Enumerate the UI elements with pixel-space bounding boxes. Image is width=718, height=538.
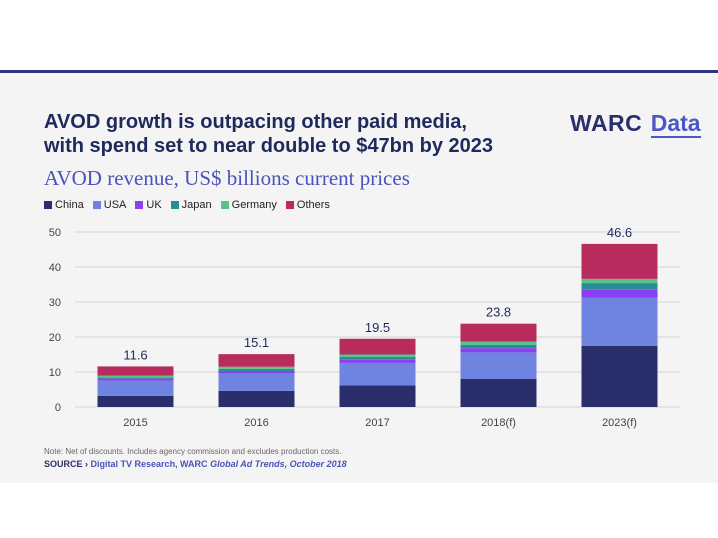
bar-segment-china xyxy=(460,379,537,407)
bar-total-label: 15.1 xyxy=(244,335,269,350)
source-text: Digital TV Research, WARC xyxy=(90,459,208,469)
bar-segment-uk xyxy=(581,289,658,298)
legend-label: Japan xyxy=(181,199,212,211)
bar-segment-japan xyxy=(97,377,174,379)
bar-total-label: 46.6 xyxy=(607,225,632,240)
bar-segment-others xyxy=(581,243,658,279)
bar-total-label: 19.5 xyxy=(365,320,390,335)
legend-swatch xyxy=(285,201,294,209)
y-tick-label: 30 xyxy=(49,297,61,309)
bar-segment-china xyxy=(339,385,416,407)
bar-segment-others xyxy=(460,323,537,342)
legend-label: Others xyxy=(296,199,330,211)
x-tick-label: 2016 xyxy=(244,417,268,429)
bar-segment-china xyxy=(581,345,658,407)
chart-legend: China USA UK Japan Germany Others xyxy=(44,199,330,211)
brand-main: WARC xyxy=(570,110,643,136)
top-rule xyxy=(0,70,718,73)
footnote: Note: Net of discounts. Includes agency … xyxy=(44,447,342,456)
bar-segment-uk xyxy=(339,359,416,363)
legend-item-others: Others xyxy=(285,199,330,211)
bar-total-label: 11.6 xyxy=(123,347,147,362)
bar-segment-japan xyxy=(218,368,295,371)
legend-label: Germany xyxy=(231,199,277,211)
legend-swatch xyxy=(92,201,101,209)
source-line: SOURCE › Digital TV Research, WARC Globa… xyxy=(44,459,347,469)
legend-swatch xyxy=(44,201,52,209)
legend-item-usa: USA xyxy=(92,199,127,211)
legend-swatch xyxy=(135,201,144,209)
y-tick-label: 40 xyxy=(49,262,61,274)
legend-label: China xyxy=(55,199,84,211)
bar-segment-usa xyxy=(97,380,174,396)
chart-title: AVOD growth is outpacing other paid medi… xyxy=(44,110,564,158)
bar-segment-uk xyxy=(97,378,174,381)
bar-segment-japan xyxy=(460,344,537,349)
legend-swatch xyxy=(220,201,229,209)
x-tick-label: 2023(f) xyxy=(602,417,637,429)
bar-segment-usa xyxy=(339,362,416,386)
y-tick-label: 20 xyxy=(49,332,61,344)
legend-label: USA xyxy=(103,199,127,211)
bar-segment-germany xyxy=(581,278,658,284)
bar-segment-japan xyxy=(339,356,416,360)
bar-segment-usa xyxy=(460,352,537,379)
bar-segment-germany xyxy=(339,354,416,357)
legend-swatch xyxy=(170,201,179,209)
bar-segment-china xyxy=(218,390,295,407)
bar-segment-germany xyxy=(460,341,537,345)
y-tick-label: 50 xyxy=(49,227,61,239)
legend-item-japan: Japan xyxy=(170,199,212,211)
bar-segment-usa xyxy=(218,373,295,391)
bar-segment-japan xyxy=(581,283,658,290)
source-publication: Global Ad Trends, October 2018 xyxy=(210,459,347,469)
warc-data-logo: WARC Data xyxy=(570,110,701,138)
x-tick-label: 2017 xyxy=(365,417,389,429)
legend-item-germany: Germany xyxy=(220,199,277,211)
bar-segment-china xyxy=(97,395,174,407)
x-tick-label: 2015 xyxy=(123,417,147,429)
bar-segment-others xyxy=(339,338,416,355)
bar-segment-uk xyxy=(218,370,295,374)
bar-segment-others xyxy=(97,366,174,376)
source-label: SOURCE › xyxy=(44,459,89,469)
bar-segment-germany xyxy=(97,375,174,378)
title-line-2: with spend set to near double to $47bn b… xyxy=(44,135,493,157)
chart-subtitle: AVOD revenue, US$ billions current price… xyxy=(44,166,410,190)
legend-label: UK xyxy=(146,199,162,211)
bar-segment-usa xyxy=(581,297,658,346)
y-tick-label: 0 xyxy=(55,402,61,414)
x-tick-label: 2018(f) xyxy=(481,417,516,429)
brand-sub: Data xyxy=(650,110,701,138)
legend-item-china: China xyxy=(44,199,84,211)
y-tick-label: 10 xyxy=(49,367,61,379)
bar-segment-uk xyxy=(460,348,537,353)
bar-segment-others xyxy=(218,354,295,367)
title-line-1: AVOD growth is outpacing other paid medi… xyxy=(44,111,467,133)
bar-segment-germany xyxy=(218,366,295,369)
legend-item-uk: UK xyxy=(135,199,162,211)
bar-total-label: 23.8 xyxy=(486,305,511,320)
